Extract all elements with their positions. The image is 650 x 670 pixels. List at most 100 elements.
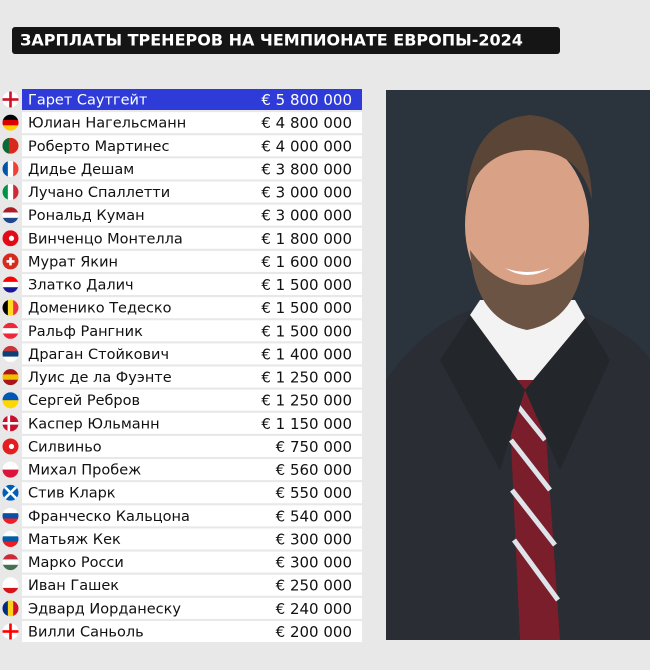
flag-stripe: [2, 392, 19, 401]
coach-name: Стив Кларк: [28, 486, 116, 502]
flag: [2, 507, 19, 524]
row-background: [22, 482, 362, 504]
flag-stripe: [2, 184, 9, 201]
flag: [2, 137, 19, 154]
salary: € 240 000: [276, 600, 352, 618]
flag: [2, 207, 19, 224]
flag-stripe: [2, 207, 19, 213]
flag: [2, 415, 19, 432]
row-background: [22, 597, 362, 619]
flag-stripe: [2, 541, 19, 547]
salary: € 1 500 000: [261, 322, 352, 340]
beard: [470, 250, 585, 330]
salary: € 250 000: [276, 577, 352, 595]
photo: [386, 90, 650, 640]
coach-name: Эдвард Иорданеску: [28, 601, 181, 617]
flag-stripe: [2, 160, 9, 177]
flag-stripe: [2, 400, 19, 409]
flag-stripe: [2, 276, 19, 283]
salary: € 3 000 000: [261, 207, 352, 225]
flag-stripe: [2, 114, 19, 121]
title-banner: [12, 27, 560, 54]
flag: [2, 184, 19, 201]
row-background: [22, 389, 362, 411]
flag: [2, 369, 19, 386]
coach-name: Франческо Кальцона: [28, 509, 190, 525]
flag: [2, 577, 19, 594]
row-background: [22, 181, 362, 203]
flag-stripe: [2, 328, 19, 334]
flag-stripe: [2, 351, 19, 358]
flag-stripe: [2, 119, 19, 126]
salary: € 1 250 000: [261, 369, 352, 387]
salary: € 3 800 000: [261, 160, 352, 178]
flag: [2, 299, 19, 316]
coach-name: Матьяж Кек: [28, 532, 121, 548]
row-background: [22, 366, 362, 388]
flag-stripe: [2, 587, 19, 594]
salary: € 560 000: [276, 461, 352, 479]
face: [465, 140, 589, 310]
coach-name: Силвиньо: [28, 439, 102, 455]
coach-name: Винченцо Монтелла: [28, 231, 183, 247]
flag-stripe: [2, 513, 19, 520]
flag-stripe: [2, 333, 19, 339]
flag-stripe: [13, 600, 19, 617]
flag: [2, 623, 19, 640]
row-background: [22, 227, 362, 249]
flag-emblem: [8, 235, 15, 241]
title: ЗАРПЛАТЫ ТРЕНЕРОВ НА ЧЕМПИОНАТЕ ЕВРОПЫ-2…: [20, 31, 523, 50]
hair: [466, 115, 592, 200]
flag-stripe: [2, 554, 19, 560]
flag-stripe: [2, 577, 19, 584]
flag: [2, 461, 19, 478]
flag: [2, 345, 19, 362]
salary: € 1 150 000: [261, 415, 352, 433]
flag-stripe: [2, 217, 19, 224]
flag-stripe: [2, 345, 19, 352]
flag-stripe: [2, 379, 19, 386]
flag-emblem: [8, 443, 15, 450]
salary: € 1 500 000: [261, 299, 352, 317]
coach-name: Мурат Якин: [28, 254, 118, 270]
coach-name: Михал Пробеж: [28, 463, 141, 479]
row-background: [22, 505, 362, 527]
flag-stripe: [7, 600, 14, 617]
salary: € 300 000: [276, 530, 352, 548]
flag: [2, 91, 19, 108]
row-background: [22, 135, 362, 157]
flag-stripe: [7, 299, 14, 316]
flag-stripe: [2, 374, 19, 381]
row-background: [22, 528, 362, 550]
row-background: [22, 158, 362, 180]
row-background: [22, 435, 362, 457]
flag-stripe: [13, 160, 19, 177]
flag-stripe: [2, 281, 19, 288]
flag-cross: [2, 98, 19, 101]
coach-name: Луис де ла Фуэнте: [28, 370, 172, 386]
flag-stripe: [13, 299, 19, 316]
flag-cross: [2, 422, 19, 425]
row-background: [22, 274, 362, 296]
flag-stripe: [2, 582, 19, 589]
row-background: [22, 459, 362, 481]
flag-stripe: [7, 160, 14, 177]
flag-stripe: [2, 600, 9, 617]
tie: [510, 380, 560, 640]
flag-stripe: [2, 299, 9, 316]
flag: [2, 160, 19, 177]
flag: [2, 230, 19, 247]
row-background: [22, 112, 362, 134]
flag-stripe: [2, 559, 19, 566]
smile: [505, 268, 550, 275]
salary: € 300 000: [276, 554, 352, 572]
flag: [2, 276, 19, 293]
coach-name: Дидье Дешам: [28, 162, 134, 178]
row-background: [22, 204, 362, 226]
flag: [2, 438, 19, 455]
salary: € 750 000: [276, 438, 352, 456]
coach-name: Рональд Куман: [28, 208, 145, 224]
flag-stripe: [2, 469, 19, 478]
flag-cross: [2, 484, 19, 501]
